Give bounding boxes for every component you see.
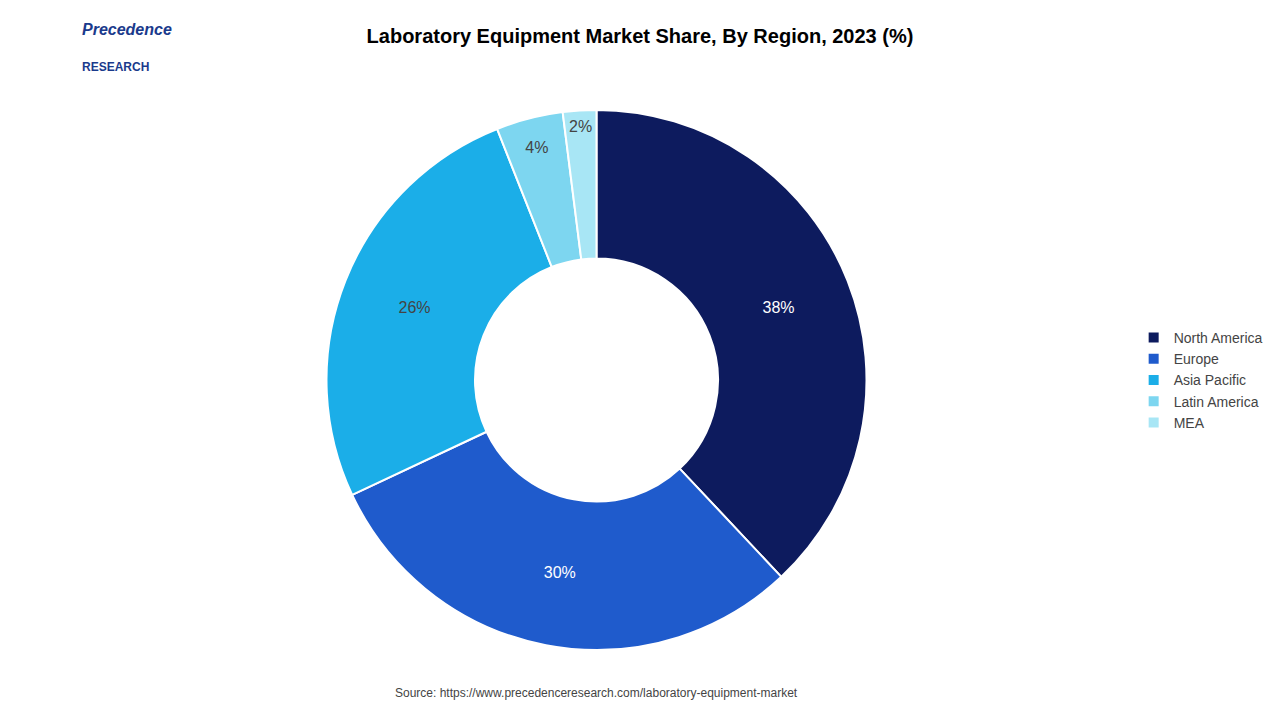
svg-text:North America: North America (1174, 330, 1263, 346)
svg-text:2%: 2% (569, 118, 592, 135)
svg-text:38%: 38% (762, 299, 794, 316)
svg-text:Precedence: Precedence (82, 21, 172, 38)
svg-text:Asia Pacific: Asia Pacific (1174, 372, 1246, 388)
svg-text:RESEARCH: RESEARCH (82, 60, 149, 74)
svg-text:4%: 4% (525, 139, 548, 156)
svg-text:Laboratory Equipment Market Sh: Laboratory Equipment Market Share, By Re… (367, 25, 914, 47)
svg-text:26%: 26% (398, 299, 430, 316)
svg-text:MEA: MEA (1174, 415, 1205, 431)
svg-text:30%: 30% (544, 564, 576, 581)
svg-text:Latin America: Latin America (1174, 394, 1259, 410)
svg-text:Europe: Europe (1174, 351, 1219, 367)
svg-text:Source: https://www.precedence: Source: https://www.precedenceresearch.c… (395, 686, 798, 700)
